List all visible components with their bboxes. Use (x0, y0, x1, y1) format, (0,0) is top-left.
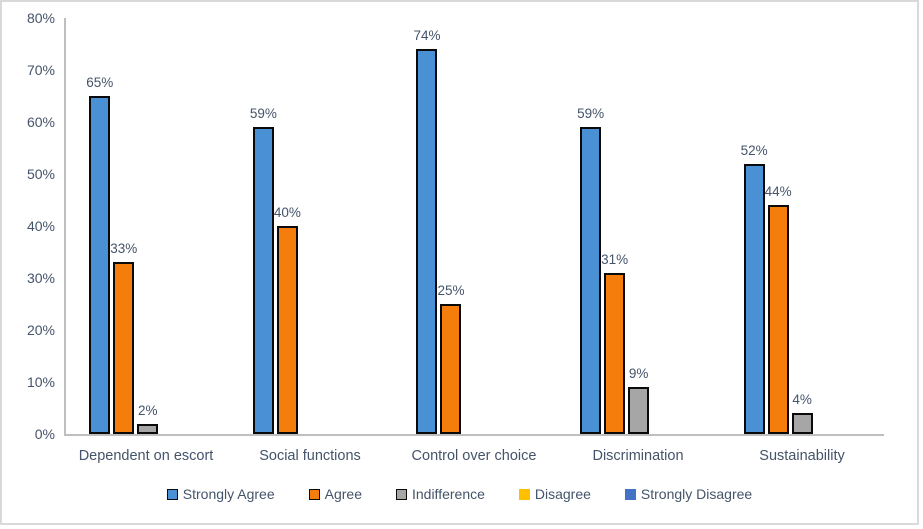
category-bar-group: 59% 31% 9% (557, 18, 721, 434)
bar-data-label: 9% (628, 366, 649, 382)
category-bar-group: 74% 25% (393, 18, 557, 434)
bar-slot: 9% (628, 18, 650, 434)
legend-label: Indifference (411, 486, 485, 502)
bar-slot (161, 18, 182, 434)
legend-swatch-icon (308, 488, 320, 500)
bar-data-label: 59% (577, 106, 605, 122)
legend-swatch-icon (624, 488, 636, 500)
bar-data-label: 40% (273, 205, 301, 220)
plot-area: 65% 33% 2% 59% 40% 74% 25% 59% 31% 9% 52% 44% 4% (64, 18, 884, 436)
chart-body: 0% 10% 20% 30% 40% 50% 60% 70% 80% 65% 33% 2% 59% 40… (2, 10, 917, 464)
bar-data-label: 31% (601, 251, 629, 267)
legend-swatch-icon (518, 488, 530, 500)
y-axis-tick-label: 50% (26, 166, 55, 182)
legend: Strongly Agree Agree Indifference Disagree S… (2, 486, 917, 502)
legend-item-indifference: Indifference (395, 486, 485, 502)
category-label: Control over choice (411, 448, 537, 464)
bar-strongly-agree (743, 163, 765, 434)
bar-slot: 4% (791, 18, 813, 434)
category-label: Discrimination (592, 448, 684, 464)
bar-slot (652, 18, 673, 434)
bar-data-label: 74% (413, 28, 441, 44)
bar-data-label: 33% (110, 241, 138, 257)
legend-label: Disagree (534, 486, 591, 502)
y-axis-tick-label: 30% (26, 270, 55, 286)
bar-slot (325, 18, 346, 434)
bar-slot: 59% (249, 18, 277, 434)
bar-agree (604, 272, 626, 434)
bar-agree (767, 205, 789, 434)
bar-slot (676, 18, 697, 434)
legend-swatch-icon (395, 488, 407, 500)
bar-slot: 31% (601, 18, 629, 434)
y-axis-tick-label: 0% (34, 426, 55, 442)
bar-data-label: 25% (437, 283, 465, 298)
bar-data-label: 2% (138, 402, 158, 418)
y-axis-tick-label: 70% (26, 62, 55, 78)
bar-data-label: 59% (249, 106, 277, 122)
bar-agree (113, 262, 135, 434)
bars-row: 65% 33% 2% 59% 40% 74% 25% 59% 31% 9% 52% 44% 4% (66, 18, 884, 434)
bar-strongly-agree (89, 96, 111, 434)
category-bar-group: 52% 44% 4% (720, 18, 884, 434)
bar-slot: 2% (137, 18, 159, 434)
bar-slot: 59% (577, 18, 605, 434)
category-label: Dependent on escort (78, 448, 214, 464)
bar-slot (301, 18, 322, 434)
legend-swatch-icon (166, 488, 178, 500)
legend-label: Strongly Disagree (640, 486, 753, 502)
bar-slot (464, 18, 485, 434)
bar-indifference (137, 423, 159, 434)
bar-slot: 40% (273, 18, 301, 434)
bar-slot: 33% (110, 18, 138, 434)
bar-strongly-agree (252, 127, 274, 434)
bar-slot (349, 18, 370, 434)
bar-slot: 65% (86, 18, 114, 434)
plot-column: 65% 33% 2% 59% 40% 74% 25% 59% 31% 9% 52% 44% 4% Dep… (64, 18, 884, 464)
bar-data-label: 52% (740, 142, 768, 158)
bar-agree (276, 226, 298, 434)
category-label: Sustainability (759, 448, 845, 464)
bar-strongly-agree (416, 49, 438, 434)
legend-item-strongly-agree: Strongly Agree (166, 486, 275, 502)
bar-indifference (628, 387, 650, 434)
legend-item-strongly-disagree: Strongly Disagree (624, 486, 753, 502)
bar-slot (512, 18, 533, 434)
bar-slot (816, 18, 837, 434)
y-axis: 0% 10% 20% 30% 40% 50% 60% 70% 80% (2, 10, 64, 442)
category-bar-group: 65% 33% 2% (66, 18, 230, 434)
bar-slot: 44% (764, 18, 792, 434)
bar-data-label: 44% (764, 184, 792, 200)
y-axis-tick-label: 80% (26, 10, 55, 26)
bar-indifference (791, 413, 813, 434)
legend-label: Agree (324, 486, 362, 502)
bar-data-label: 65% (86, 75, 114, 90)
bar-data-label: 4% (792, 392, 812, 408)
category-bar-group: 59% 40% (230, 18, 394, 434)
category-axis: Dependent on escort Social functions Contr… (64, 448, 884, 464)
legend-item-disagree: Disagree (518, 486, 591, 502)
bar-slot (185, 18, 206, 434)
y-axis-tick-label: 10% (26, 374, 55, 390)
y-axis-tick-label: 40% (26, 218, 55, 234)
bar-slot (840, 18, 861, 434)
category-label: Social functions (259, 448, 361, 464)
bar-strongly-agree (580, 127, 602, 434)
y-axis-tick-label: 60% (26, 114, 55, 130)
bar-slot: 52% (740, 18, 768, 434)
legend-item-agree: Agree (308, 486, 362, 502)
bar-slot (488, 18, 509, 434)
y-axis-tick-label: 20% (26, 322, 55, 338)
legend-label: Strongly Agree (182, 486, 275, 502)
bar-slot: 25% (437, 18, 465, 434)
bar-slot: 74% (413, 18, 441, 434)
bar-agree (440, 304, 462, 434)
